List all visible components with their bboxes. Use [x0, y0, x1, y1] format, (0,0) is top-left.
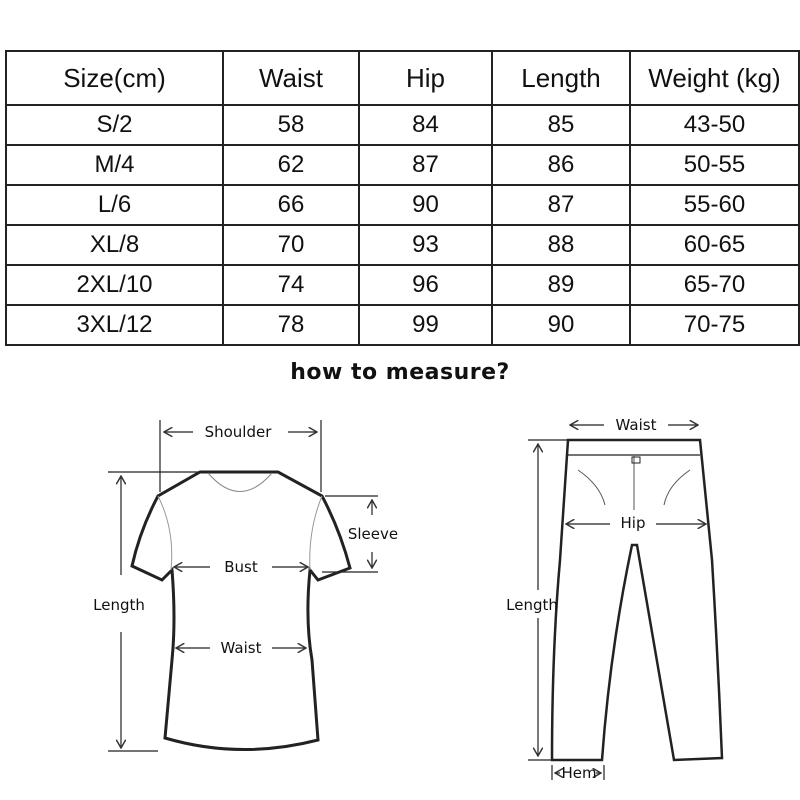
- table-row: XL/8 70 93 88 60-65: [5, 224, 800, 266]
- table-cell: 65-70: [629, 264, 800, 306]
- table-cell: 2XL/10: [5, 264, 224, 306]
- tshirt-outline: [130, 470, 352, 752]
- table-cell: 66: [222, 184, 360, 226]
- table-header-row: Size(cm) Waist Hip Length Weight (kg): [5, 50, 800, 106]
- table-cell: 43-50: [629, 104, 800, 146]
- table-row: S/2 58 84 85 43-50: [5, 104, 800, 146]
- table-cell: 93: [358, 224, 493, 266]
- pants-outline: [550, 438, 724, 762]
- table-cell: 85: [491, 104, 631, 146]
- table-row: M/4 62 87 86 50-55: [5, 144, 800, 186]
- table-cell: 70: [222, 224, 360, 266]
- table-cell: 50-55: [629, 144, 800, 186]
- table-cell: 70-75: [629, 304, 800, 346]
- waist-label: Waist: [221, 639, 262, 657]
- table-cell: L/6: [5, 184, 224, 226]
- table-cell: 84: [358, 104, 493, 146]
- table-cell: 58: [222, 104, 360, 146]
- header-cell: Length: [491, 50, 631, 106]
- header-cell: Waist: [222, 50, 360, 106]
- hem-label: Hem: [561, 764, 596, 782]
- header-cell: Weight (kg): [629, 50, 800, 106]
- table-cell: 60-65: [629, 224, 800, 266]
- table-cell: 87: [491, 184, 631, 226]
- length-label: Length: [93, 596, 145, 614]
- table-cell: 87: [358, 144, 493, 186]
- pants-waist-label: Waist: [616, 416, 657, 434]
- bust-label: Bust: [224, 558, 258, 576]
- header-cell: Size(cm): [5, 50, 224, 106]
- table-cell: 90: [491, 304, 631, 346]
- table-cell: 3XL/12: [5, 304, 224, 346]
- table-cell: XL/8: [5, 224, 224, 266]
- tshirt-labels: Shoulder Sleeve Bust Length Waist: [93, 423, 398, 657]
- table-cell: 55-60: [629, 184, 800, 226]
- pants-diagram: [528, 425, 724, 780]
- pants-length-label: Length: [506, 596, 558, 614]
- table-cell: 62: [222, 144, 360, 186]
- table-cell: 89: [491, 264, 631, 306]
- table-row: 2XL/10 74 96 89 65-70: [5, 264, 800, 306]
- header-cell: Hip: [358, 50, 493, 106]
- pants-labels: Waist Hip Length Hem: [506, 416, 656, 782]
- table-cell: 99: [358, 304, 493, 346]
- how-to-measure-heading: how to measure?: [290, 360, 510, 385]
- tshirt-diagram: [108, 420, 378, 752]
- table-cell: 86: [491, 144, 631, 186]
- table-cell: M/4: [5, 144, 224, 186]
- shoulder-label: Shoulder: [205, 423, 273, 441]
- table-cell: 96: [358, 264, 493, 306]
- table-row: 3XL/12 78 99 90 70-75: [5, 304, 800, 346]
- size-table: Size(cm) Waist Hip Length Weight (kg) S/…: [5, 50, 800, 346]
- table-cell: 74: [222, 264, 360, 306]
- hip-label: Hip: [621, 514, 646, 532]
- table-cell: 90: [358, 184, 493, 226]
- table-cell: 88: [491, 224, 631, 266]
- table-row: L/6 66 90 87 55-60: [5, 184, 800, 226]
- sleeve-label: Sleeve: [348, 525, 398, 543]
- table-cell: S/2: [5, 104, 224, 146]
- table-cell: 78: [222, 304, 360, 346]
